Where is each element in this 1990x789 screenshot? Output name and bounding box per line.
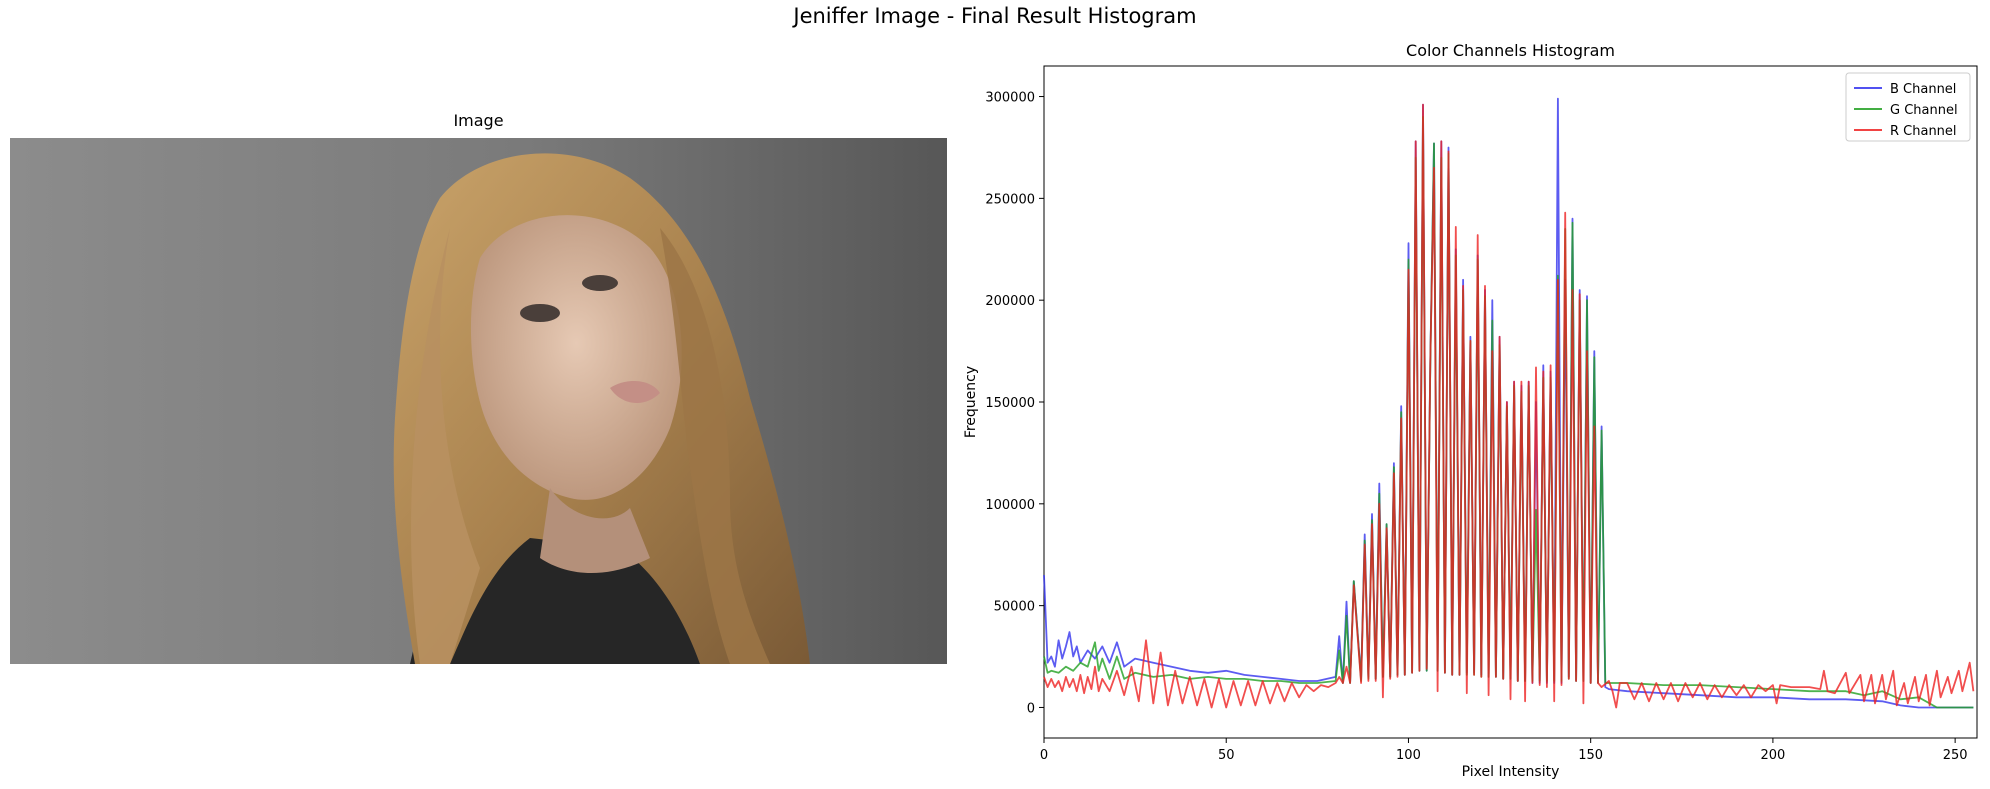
y-tick-label: 0 bbox=[1027, 701, 1035, 716]
x-tick-label: 100 bbox=[1396, 748, 1421, 763]
x-axis-label: Pixel Intensity bbox=[1462, 764, 1560, 780]
chart-title: Color Channels Histogram bbox=[1406, 41, 1615, 60]
series-line-r-channel bbox=[1043, 103, 1975, 709]
portrait-photo bbox=[10, 138, 947, 664]
image-panel-title: Image bbox=[453, 111, 504, 130]
x-tick-label: 250 bbox=[1943, 748, 1968, 763]
y-tick-label: 250000 bbox=[985, 192, 1035, 207]
y-axis-label: Frequency bbox=[963, 366, 979, 438]
portrait-photo-icon bbox=[10, 138, 947, 664]
x-tick-label: 50 bbox=[1218, 748, 1235, 763]
legend-entry: R Channel bbox=[1890, 124, 1957, 139]
x-tick-label: 150 bbox=[1578, 748, 1603, 763]
y-tick-label: 100000 bbox=[985, 498, 1035, 513]
y-tick-label: 300000 bbox=[985, 91, 1035, 106]
x-tick-label: 200 bbox=[1760, 748, 1785, 763]
y-tick-label: 200000 bbox=[985, 294, 1035, 309]
y-tick-label: 150000 bbox=[985, 396, 1035, 411]
x-tick-label: 0 bbox=[1040, 748, 1048, 763]
legend-box bbox=[1845, 72, 1971, 142]
legend-entry: B Channel bbox=[1890, 82, 1956, 97]
legend-entry: G Channel bbox=[1890, 103, 1958, 118]
legend: B Channel G Channel R Channel bbox=[1845, 72, 1971, 142]
y-tick-label: 50000 bbox=[994, 600, 1035, 615]
figure-title: Jeniffer Image - Final Result Histogram bbox=[793, 4, 1197, 28]
